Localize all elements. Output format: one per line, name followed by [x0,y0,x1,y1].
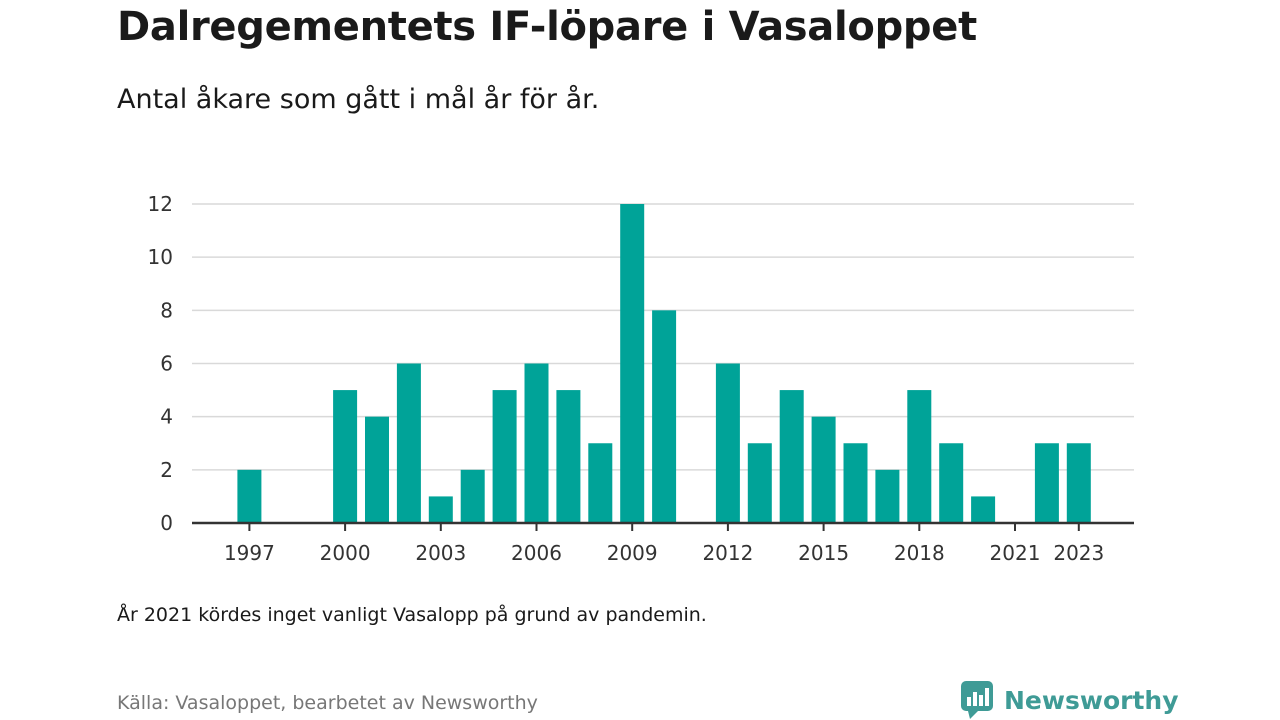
chart-title: Dalregementets IF-löpare i Vasaloppet [117,4,977,50]
bars [237,204,1091,523]
bar-2014 [779,390,804,523]
x-tick-label: 2009 [607,541,658,565]
bar-2012 [715,363,740,523]
x-tick-label: 2015 [798,541,849,565]
brand-name: Newsworthy [1004,685,1179,715]
axes [192,521,1134,531]
footnote: År 2021 kördes inget vanligt Vasalopp på… [117,604,707,626]
tick-labels: 0 2 4 6 8 10 12 1997 2000 2003 2006 2009 2012 2015 201… [148,192,1105,565]
x-tick-label: 2000 [320,541,371,565]
bar-2017 [875,469,900,523]
x-tick-label: 2021 [990,541,1041,565]
bar-2006 [524,363,549,523]
bar-2004 [460,469,485,523]
bar-2007 [556,390,581,523]
bar-2009 [620,204,645,523]
bar-2019 [939,443,964,523]
y-tick-label: 6 [160,352,173,376]
bar-2010 [652,310,677,523]
y-tick-label: 0 [160,511,173,535]
bar-2016 [843,443,868,523]
y-tick-label: 12 [148,192,173,216]
bar-2002 [396,363,421,523]
bar-2005 [492,390,517,523]
y-tick-label: 10 [148,245,173,269]
y-tick-label: 8 [160,298,173,322]
x-tick-label: 2012 [702,541,753,565]
y-tick-label: 2 [160,458,173,482]
bar-1997 [237,469,262,523]
bar-chart: 0 2 4 6 8 10 12 1997 2000 2003 2006 2009 2012 2015 201… [148,192,1134,565]
bar-2022 [1034,443,1059,523]
bar-2013 [747,443,772,523]
chart-subtitle: Antal åkare som gått i mål år för år. [117,84,600,115]
bar-2000 [333,390,358,523]
bar-2023 [1066,443,1091,523]
bar-2003 [428,496,453,523]
y-tick-label: 4 [160,405,173,429]
brand-logo[interactable]: Newsworthy [960,680,1179,720]
newsworthy-logo-icon [961,681,993,719]
x-tick-label: 2018 [894,541,945,565]
source-credit: Källa: Vasaloppet, bearbetet av Newswort… [117,692,538,714]
x-tick-label: 1997 [224,541,275,565]
bar-2020 [971,496,996,523]
x-tick-label: 2006 [511,541,562,565]
x-tick-label: 2003 [415,541,466,565]
bar-2001 [365,416,389,523]
bar-2008 [588,443,613,523]
bar-2018 [907,390,932,523]
bar-2015 [811,416,836,523]
x-tick-label: 2023 [1053,541,1104,565]
